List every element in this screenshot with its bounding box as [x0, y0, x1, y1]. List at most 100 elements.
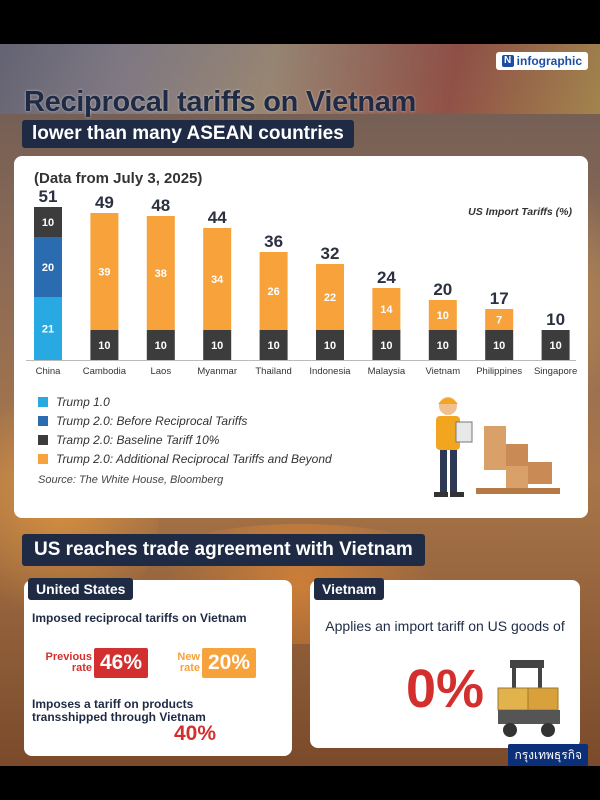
bar-segment	[541, 330, 570, 360]
bar-segment	[203, 330, 232, 360]
chart-card: (Data from July 3, 2025) US Import Tarif…	[14, 156, 588, 518]
legend-item: Tramp 2.0: Baseline Tariff 10%	[38, 430, 332, 449]
legend-label: Trump 2.0: Before Reciprocal Tariffs	[56, 413, 248, 428]
bar-segment	[428, 330, 457, 360]
segment-value-label: 10	[380, 340, 392, 352]
legend-swatch	[38, 453, 48, 464]
segment-value-label: 34	[211, 274, 224, 286]
legend-label: Tramp 2.0: Baseline Tariff 10%	[56, 432, 220, 447]
forklift-icon	[497, 660, 560, 737]
segment-value-label: 21	[42, 324, 54, 336]
transship-rate-value: 40%	[174, 722, 217, 745]
us-tag: United States	[28, 578, 134, 600]
bar-total-label: 32	[321, 244, 340, 263]
page-title: Reciprocal tariffs on Vietnam	[24, 86, 417, 118]
category-label: Myanmar	[197, 366, 237, 377]
brand-label: infographic	[516, 54, 582, 68]
segment-value-label: 22	[324, 292, 336, 304]
bar-segment	[34, 297, 62, 360]
bar-total-label: 48	[151, 196, 170, 215]
transship-text: Imposes a tariff on products transshippe…	[32, 697, 206, 724]
legend-swatch	[38, 415, 48, 426]
segment-value-label: 10	[98, 340, 110, 352]
segment-value-label: 10	[437, 310, 449, 322]
segment-value-label: 39	[98, 267, 110, 279]
worker-illustration-icon	[434, 397, 560, 497]
bar-segment	[259, 330, 288, 360]
footer-logo: กรุงเทพธุรกิจ	[508, 744, 588, 766]
bar-segment	[485, 330, 514, 360]
segment-value-label: 14	[380, 304, 393, 316]
bar-segment	[372, 330, 401, 360]
bar-total-label: 20	[433, 280, 452, 299]
previous-rate-value: 46%	[94, 648, 149, 678]
vietnam-card: Vietnam Applies an import tariff on US g…	[310, 578, 580, 748]
bar-segment	[34, 237, 62, 297]
segment-value-label: 38	[155, 268, 167, 280]
bar-segment	[203, 228, 232, 330]
bar-segment	[146, 216, 175, 330]
segment-value-label: 10	[493, 340, 505, 352]
bar-total-label: 51	[39, 187, 58, 206]
category-label: Laos	[150, 366, 171, 377]
previous-rate-label: Previous rate	[45, 651, 92, 674]
units-label: US Import Tariffs (%)	[468, 206, 572, 218]
n-logo-icon: N	[501, 55, 514, 67]
legend-label: Trump 2.0: Additional Reciprocal Tariffs…	[56, 451, 332, 466]
us-reciprocal-text: Imposed reciprocal tariffs on Vietnam	[32, 611, 247, 625]
segment-value-label: 10	[267, 340, 279, 352]
date-note: (Data from July 3, 2025)	[34, 170, 203, 187]
legend-swatch	[38, 434, 48, 445]
category-label: Vietnam	[425, 366, 460, 377]
segment-value-label: 7	[496, 315, 502, 327]
bar-segment	[90, 330, 119, 360]
bar-segment	[372, 288, 401, 330]
bar-total-label: 10	[546, 310, 565, 329]
bar-segment	[428, 300, 457, 330]
segment-value-label: 10	[324, 340, 336, 352]
segment-value-label: 10	[211, 340, 223, 352]
legend-item: Trump 1.0	[38, 392, 332, 411]
legend-item: Trump 2.0: Additional Reciprocal Tariffs…	[38, 449, 332, 468]
legend: Trump 1.0 Trump 2.0: Before Reciprocal Ta…	[38, 392, 332, 468]
agreement-heading: US reaches trade agreement with Vietnam	[22, 534, 425, 566]
bar-total-label: 36	[264, 232, 283, 251]
bar-segment	[146, 330, 175, 360]
legend-item: Trump 2.0: Before Reciprocal Tariffs	[38, 411, 332, 430]
segment-value-label: 20	[42, 262, 54, 274]
vietnam-text: Applies an import tariff on US goods of	[325, 618, 565, 634]
bar-segment	[485, 309, 514, 330]
segment-value-label: 10	[42, 217, 54, 229]
legend-label: Trump 1.0	[56, 394, 110, 409]
bar-total-label: 17	[490, 289, 509, 308]
bar-segment	[90, 213, 119, 330]
category-label: Indonesia	[309, 366, 351, 377]
segment-value-label: 10	[155, 340, 167, 352]
bar-segment	[34, 207, 62, 237]
vietnam-tag: Vietnam	[314, 578, 385, 600]
source-note: Source: The White House, Bloomberg	[38, 474, 224, 486]
bar-total-label: 49	[95, 193, 114, 212]
bar-segment	[316, 264, 344, 330]
legend-swatch	[38, 396, 48, 407]
segment-value-label: 26	[267, 286, 279, 298]
bar-segment	[259, 252, 288, 330]
us-card: United States Imposed reciprocal tariffs…	[24, 578, 292, 756]
category-label: Thailand	[255, 366, 291, 377]
segment-value-label: 10	[549, 340, 561, 352]
segment-value-label: 10	[437, 340, 449, 352]
new-rate-label: New rate	[177, 651, 200, 674]
infographic: N infographic Reciprocal tariffs on Viet…	[0, 44, 600, 766]
bar-segment	[316, 330, 344, 360]
category-label: Philippines	[476, 366, 522, 377]
bar-total-label: 44	[208, 208, 227, 227]
category-label: Singapore	[534, 366, 577, 377]
new-rate-value: 20%	[202, 648, 257, 678]
category-label: Cambodia	[83, 366, 127, 377]
vietnam-rate-value: 0%	[406, 659, 485, 719]
bar-total-label: 24	[377, 268, 396, 287]
category-label: Malaysia	[368, 366, 406, 377]
page-subtitle: lower than many ASEAN countries	[22, 120, 354, 148]
bar-chart: 21 20 10 51 China 10 39 49 Cambodia 10 38 48 Laos 10 3…	[26, 187, 577, 377]
brand-badge: N infographic	[495, 52, 588, 70]
